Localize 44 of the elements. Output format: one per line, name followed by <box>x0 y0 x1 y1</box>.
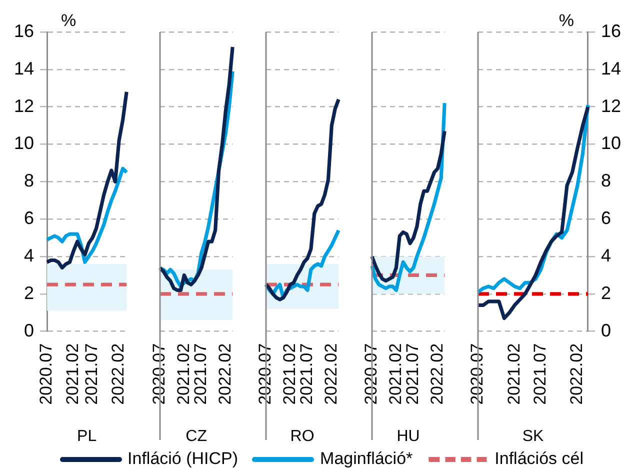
x-tick-label: 2021.07 <box>82 343 102 405</box>
x-tick-label: 2021.02 <box>63 343 82 405</box>
x-tick-label: 2021.02 <box>386 343 405 405</box>
x-tick-label: 2021.07 <box>403 343 422 405</box>
x-tick-label: 2021.07 <box>191 343 210 405</box>
y2-tick-label: 6 <box>600 208 611 228</box>
y2-tick-label: 14 <box>600 58 622 78</box>
y2-tick-label: 2 <box>600 282 611 303</box>
y-tick-label: 6 <box>24 208 34 228</box>
x-tick-label: 2021.02 <box>174 343 193 405</box>
x-axis-title: SK <box>522 428 544 445</box>
y2-tick-label: 16 <box>600 20 622 41</box>
y-tick-label: 8 <box>24 170 34 191</box>
y2-tick-label: 4 <box>600 245 611 266</box>
y-tick-label: 0 <box>24 320 34 340</box>
y-tick-label: 12 <box>14 96 34 116</box>
y2-axis-title: % <box>558 11 574 30</box>
x-axis-title: RO <box>290 428 314 445</box>
x-tick-label: 2022.02 <box>108 343 128 405</box>
y-tick-label: 10 <box>14 133 34 154</box>
x-tick-label: 2021.07 <box>530 343 550 405</box>
x-tick-label: 2020.07 <box>36 343 56 405</box>
x-axis-title: CZ <box>186 428 208 445</box>
y2-tick-label: 0 <box>600 320 611 340</box>
y-axis-title: % <box>61 11 76 30</box>
x-tick-label: 2022.02 <box>427 343 446 405</box>
y-tick-label: 14 <box>14 58 34 78</box>
x-tick-label: 2022.02 <box>215 343 234 405</box>
text: Inflációs cél <box>494 449 584 469</box>
x-axis-title: PL <box>77 428 97 445</box>
y2-tick-label: 8 <box>600 170 611 191</box>
x-tick-label: 2021.07 <box>297 343 316 405</box>
y-tick-label: 16 <box>14 20 34 41</box>
y2-tick-label: 12 <box>600 96 622 116</box>
legend-label: Infláció (HICP) <box>128 449 238 469</box>
x-axis-title: HU <box>396 428 420 445</box>
y-tick-label: 4 <box>24 245 34 266</box>
x-tick-label: 2022.02 <box>321 343 340 405</box>
x-tick-label: 2021.02 <box>280 343 299 405</box>
y2-tick-label: 10 <box>600 133 622 154</box>
legend-label: Maginfláció* <box>320 449 413 469</box>
x-tick-label: 2022.02 <box>567 343 586 405</box>
x-tick-label: 2021.02 <box>504 343 524 405</box>
y-tick-label: 2 <box>24 282 34 303</box>
